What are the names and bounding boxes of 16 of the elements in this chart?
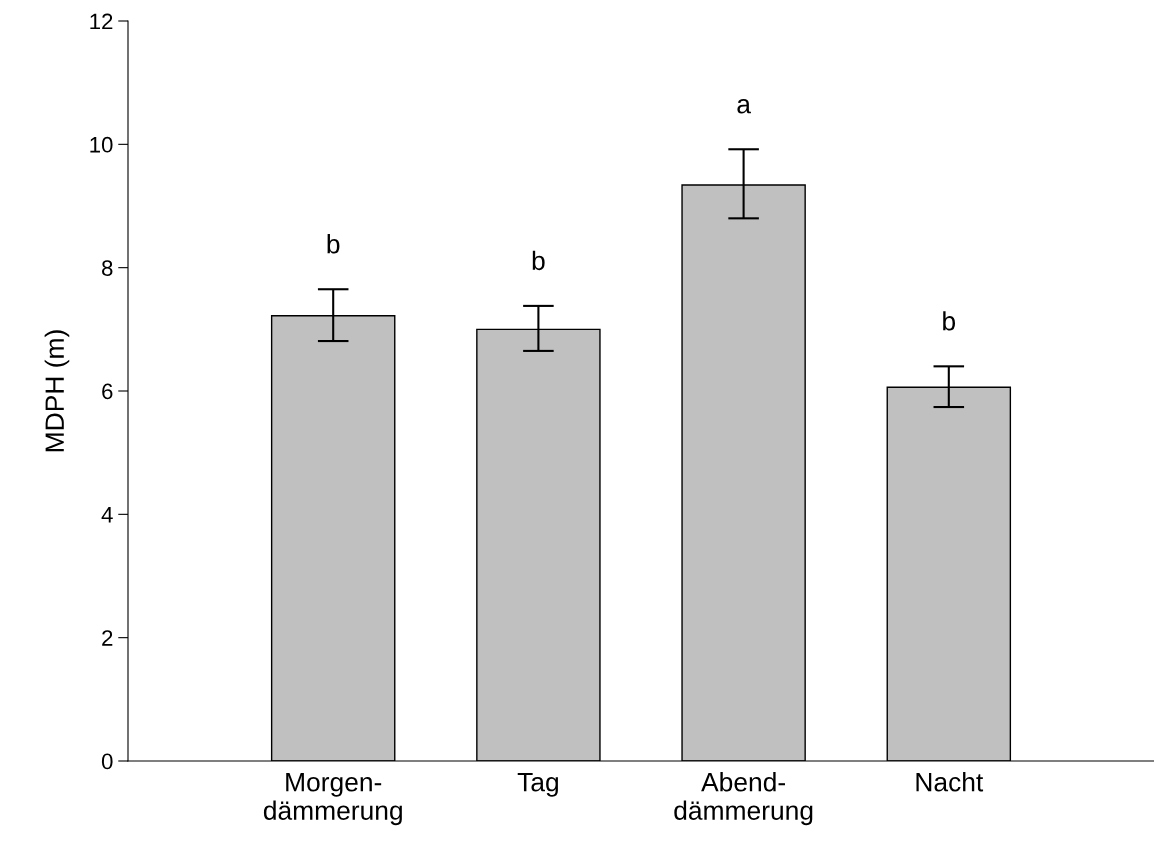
x-tick-label: Tag — [517, 773, 558, 797]
x-tick-label: Nacht — [916, 772, 984, 792]
x-tick-label: Abend- dämmerung — [674, 772, 813, 826]
y-tick-label: 6 — [102, 383, 113, 400]
y-tick-label: 8 — [102, 260, 113, 276]
y-tick-label: 2 — [102, 630, 113, 646]
y-tick-label: 10 — [90, 136, 113, 153]
y-tick-label: 12 — [90, 13, 113, 30]
annotation: b — [943, 311, 956, 331]
annotation: b — [532, 250, 545, 271]
annotation: b — [327, 234, 340, 254]
y-tick-label: 4 — [101, 507, 113, 523]
x-tick-label: Morgen- dämmerung — [263, 773, 402, 826]
y-tick-label: 0 — [101, 753, 113, 770]
y-axis-title: MDPH (m) — [44, 330, 70, 452]
annotation: a — [737, 99, 751, 114]
